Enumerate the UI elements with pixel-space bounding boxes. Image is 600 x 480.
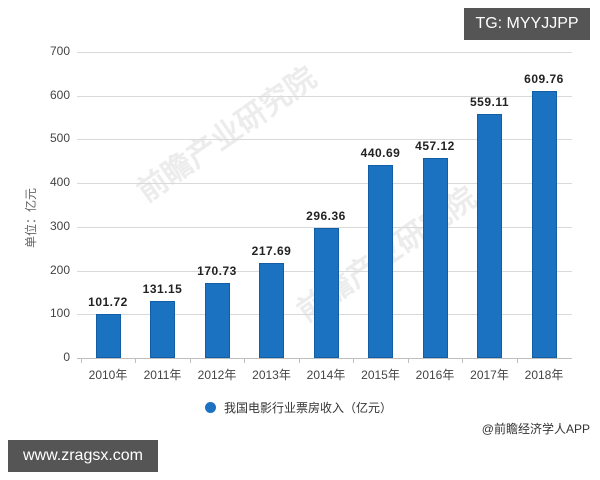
bar-2018年[interactable] [531, 91, 557, 358]
x-tick-label: 2015年 [361, 368, 400, 382]
bar-value-label: 170.73 [197, 264, 237, 279]
bar-2014年[interactable] [313, 228, 339, 358]
y-tick-label: 600 [49, 88, 70, 102]
legend-label: 我国电影行业票房收入（亿元） [224, 401, 393, 415]
x-tick-label: 2017年 [470, 368, 509, 382]
url-badge: www.zragsx.com [8, 440, 158, 472]
x-tick-label: 2013年 [252, 368, 291, 382]
y-tick-label: 0 [63, 350, 70, 364]
x-tick-mark [462, 358, 463, 363]
y-tick-label: 300 [49, 219, 70, 233]
bar-value-label: 131.15 [142, 281, 183, 296]
x-tick-label: 2016年 [415, 368, 455, 382]
x-tick-mark [190, 358, 191, 363]
y-axis-label: 单位：亿元 [24, 187, 38, 248]
y-tick-label: 400 [49, 175, 70, 189]
gridline [77, 96, 572, 97]
x-tick-label: 2012年 [197, 368, 237, 382]
tg-badge: TG: MYYJJPP [464, 8, 590, 40]
x-tick-mark [408, 358, 409, 363]
legend[interactable]: 我国电影行业票房收入（亿元） [205, 399, 392, 416]
x-tick-label: 2018年 [524, 368, 564, 382]
bar-2010年[interactable] [95, 313, 121, 358]
x-tick-mark [353, 358, 354, 363]
bar-value-label: 559.11 [469, 94, 510, 109]
x-tick-label: 2014年 [306, 368, 346, 382]
x-tick-mark [81, 358, 82, 363]
bar-value-label: 101.72 [88, 294, 128, 309]
x-axis-line [77, 358, 572, 359]
x-tick-mark [299, 358, 300, 363]
bar-value-label: 609.76 [524, 72, 564, 87]
bar-2011年[interactable] [150, 300, 175, 358]
x-tick-mark [135, 358, 136, 363]
x-tick-mark [517, 358, 518, 363]
x-tick-label: 2010年 [88, 368, 128, 382]
bar-value-label: 457.12 [415, 139, 455, 154]
watermark-text: 前瞻产业研究院 [131, 61, 323, 209]
y-tick-label: 200 [49, 263, 70, 277]
gridline [77, 52, 572, 53]
x-tick-mark [244, 358, 245, 363]
bar-value-label: 296.36 [306, 209, 346, 224]
source-credit: @前瞻经济学人APP [481, 422, 590, 436]
bar-2012年[interactable] [204, 283, 230, 358]
bar-2017年[interactable] [477, 113, 502, 358]
gridline [77, 183, 572, 184]
gridline [77, 227, 572, 228]
y-tick-label: 100 [49, 306, 70, 320]
y-tick-label: 700 [49, 44, 70, 58]
legend-dot-icon [205, 402, 216, 413]
x-tick-label: 2011年 [143, 368, 182, 382]
y-tick-label: 500 [49, 131, 70, 145]
bar-2013年[interactable] [259, 262, 284, 358]
bar-2016年[interactable] [422, 158, 448, 358]
bar-value-label: 217.69 [251, 243, 292, 258]
bar-value-label: 440.69 [360, 146, 401, 161]
bar-2015年[interactable] [368, 165, 393, 358]
gridline [77, 139, 572, 140]
